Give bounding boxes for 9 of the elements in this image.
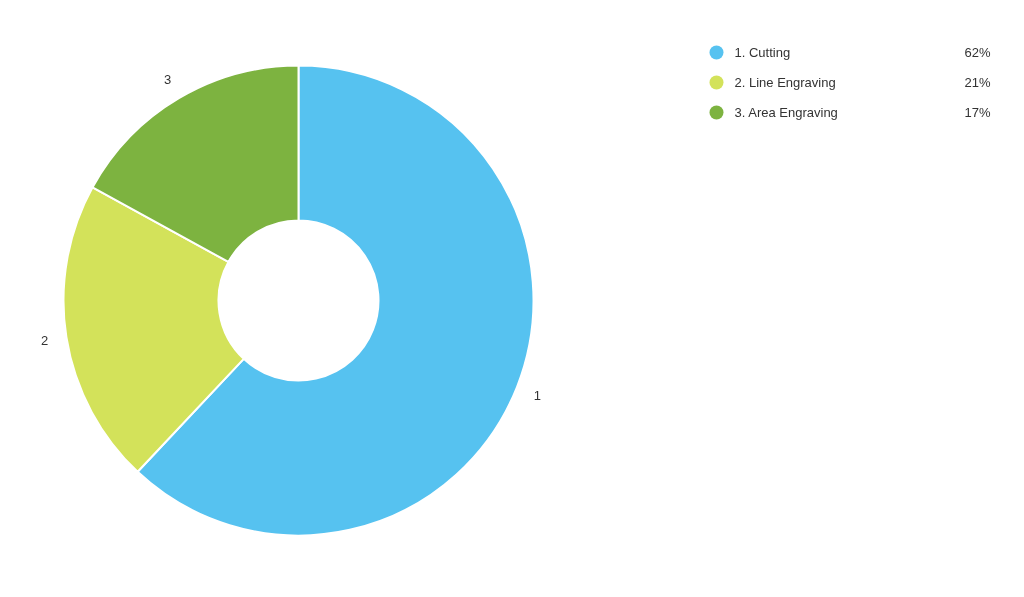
legend-label: 3. Area Engraving (734, 105, 838, 120)
legend-label: 1. Cutting (734, 45, 791, 60)
text: 2 (41, 333, 49, 349)
text: 3 (164, 71, 172, 87)
text: 1 (533, 387, 542, 403)
data-label: 21% (964, 75, 991, 90)
data-label: 62% (964, 45, 991, 60)
data-label: 17% (964, 105, 991, 120)
legend-label: 2. Line Engraving (734, 75, 836, 90)
